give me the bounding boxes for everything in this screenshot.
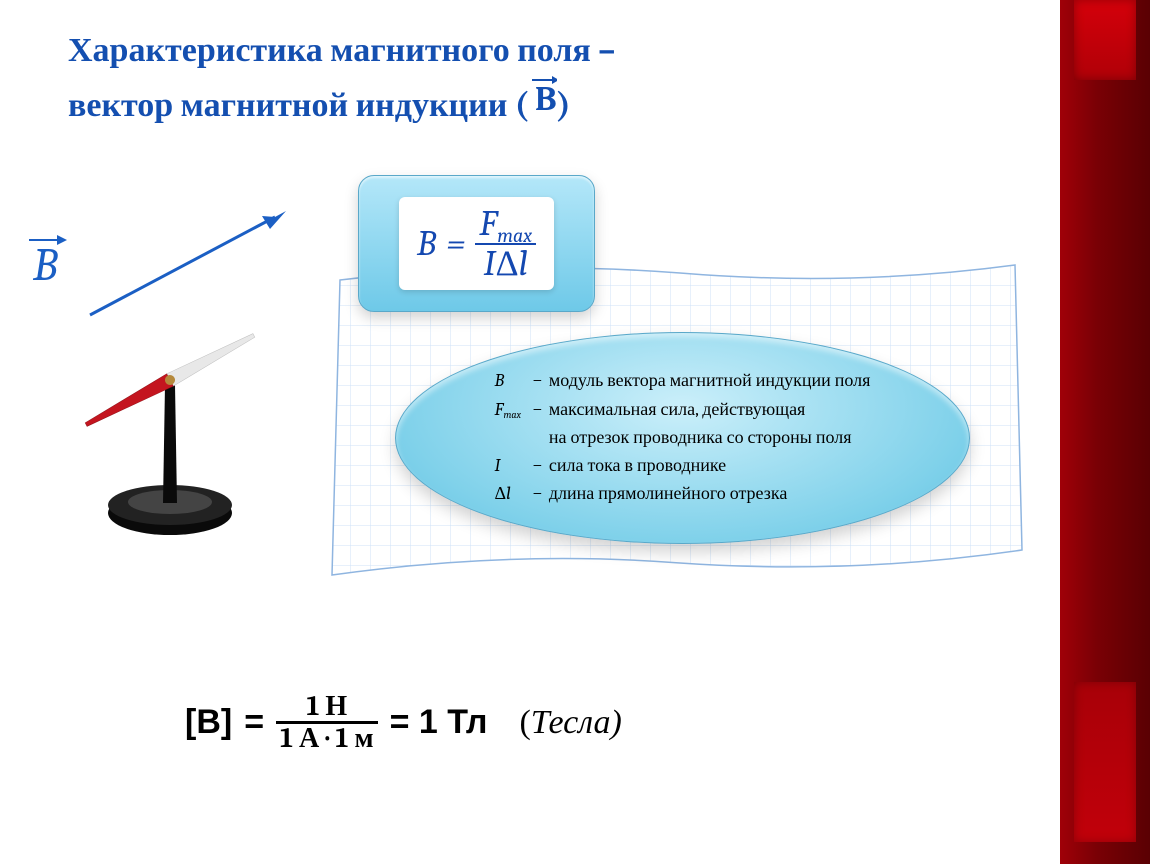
right-decorative-bar — [1060, 0, 1150, 864]
formula-den-delta: Δ — [495, 243, 518, 284]
formula-eq: = — [446, 223, 465, 264]
formula-lhs: B — [417, 223, 436, 264]
formula-numerator: Fmax — [475, 205, 536, 243]
slide-title: Характеристика магнитного поля – вектор … — [68, 28, 1000, 127]
magnetic-needle-illustration: B — [25, 205, 315, 545]
formula-den-l: l — [519, 243, 528, 284]
units-eq2: = 1 Тл — [390, 703, 488, 742]
vector-b-glyph-icon: B — [529, 72, 557, 116]
needle-stand-icon — [25, 205, 315, 545]
def-row: Fmax – максимальная сила, действующая — [494, 397, 872, 423]
def-dash: – — [529, 397, 546, 423]
def-text: максимальная сила, действующая — [548, 397, 872, 423]
def-row: на отрезок проводника со стороны поля — [494, 425, 872, 451]
slide: Характеристика магнитного поля – вектор … — [0, 0, 1150, 864]
def-sym: Fmax — [494, 397, 527, 423]
units-lhs: [B] — [185, 703, 232, 742]
units-num: 1 Н — [302, 692, 351, 721]
def-text: на отрезок проводника со стороны поля — [548, 425, 872, 451]
title-line-1: Характеристика магнитного поля – — [68, 30, 615, 70]
title-line-2-suffix: ) — [557, 85, 571, 125]
title-vector-b: B — [529, 72, 557, 116]
formula-fraction: Fmax IΔl — [475, 205, 536, 283]
def-sym: Δl — [494, 481, 527, 507]
def-sym: B — [494, 368, 527, 394]
formula-den-i: I — [484, 243, 496, 284]
units-eq: = — [244, 703, 264, 742]
formula-denominator: IΔl — [480, 245, 532, 283]
tesla-label: (Тесла) — [519, 704, 621, 742]
def-dash: – — [529, 481, 546, 507]
right-bar-bottom-accent — [1074, 682, 1136, 842]
def-sym — [494, 425, 527, 451]
def-row: Δl – длина прямолинейного отрезка — [494, 481, 872, 507]
formula: B = Fmax IΔl — [399, 197, 554, 291]
right-bar-top-accent — [1074, 0, 1136, 80]
def-text: сила тока в проводнике — [548, 453, 872, 479]
svg-text:B: B — [535, 79, 557, 116]
units-fraction: 1 Н 1 А · 1 м — [276, 692, 378, 754]
def-dash — [529, 425, 546, 451]
formula-box: B = Fmax IΔl — [358, 175, 595, 312]
def-dash: – — [529, 368, 546, 394]
formula-num-sub: max — [497, 224, 532, 247]
def-text: модуль вектора магнитной индукции поля — [548, 368, 872, 394]
formula-num-sym: F — [479, 203, 497, 244]
units-den: 1 А · 1 м — [276, 724, 378, 753]
def-text: длина прямолинейного отрезка — [548, 481, 872, 507]
definitions-table: B – модуль вектора магнитной индукции по… — [492, 366, 874, 509]
def-sym: I — [494, 453, 527, 479]
def-dash: – — [529, 453, 546, 479]
title-line-2-prefix: вектор магнитной индукции ( — [68, 85, 529, 125]
def-row: I – сила тока в проводнике — [494, 453, 872, 479]
definitions-bubble: B – модуль вектора магнитной индукции по… — [395, 332, 970, 544]
units-line: [B] = 1 Н 1 А · 1 м = 1 Тл (Тесла) — [185, 692, 622, 754]
tesla-paren: ( — [519, 704, 530, 741]
def-row: B – модуль вектора магнитной индукции по… — [494, 368, 872, 394]
tesla-word: Тесла) — [531, 704, 622, 741]
